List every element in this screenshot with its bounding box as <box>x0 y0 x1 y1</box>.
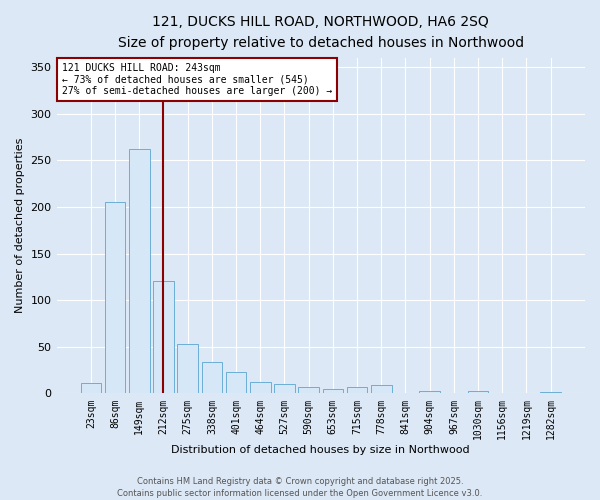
Bar <box>323 389 343 394</box>
Bar <box>129 149 149 394</box>
Title: 121, DUCKS HILL ROAD, NORTHWOOD, HA6 2SQ
Size of property relative to detached h: 121, DUCKS HILL ROAD, NORTHWOOD, HA6 2SQ… <box>118 15 524 50</box>
Bar <box>419 390 440 394</box>
Bar <box>178 344 198 394</box>
Bar <box>541 392 561 394</box>
Text: Contains HM Land Registry data © Crown copyright and database right 2025.
Contai: Contains HM Land Registry data © Crown c… <box>118 476 482 498</box>
Bar <box>226 372 247 394</box>
Bar <box>80 383 101 394</box>
Bar <box>298 387 319 394</box>
Bar <box>153 280 174 394</box>
X-axis label: Distribution of detached houses by size in Northwood: Distribution of detached houses by size … <box>172 445 470 455</box>
Text: 121 DUCKS HILL ROAD: 243sqm
← 73% of detached houses are smaller (545)
27% of se: 121 DUCKS HILL ROAD: 243sqm ← 73% of det… <box>62 62 332 96</box>
Bar <box>250 382 271 394</box>
Bar <box>347 387 367 394</box>
Bar <box>371 385 392 394</box>
Bar <box>105 202 125 394</box>
Y-axis label: Number of detached properties: Number of detached properties <box>15 138 25 314</box>
Bar <box>274 384 295 394</box>
Bar <box>202 362 222 394</box>
Bar <box>468 390 488 394</box>
